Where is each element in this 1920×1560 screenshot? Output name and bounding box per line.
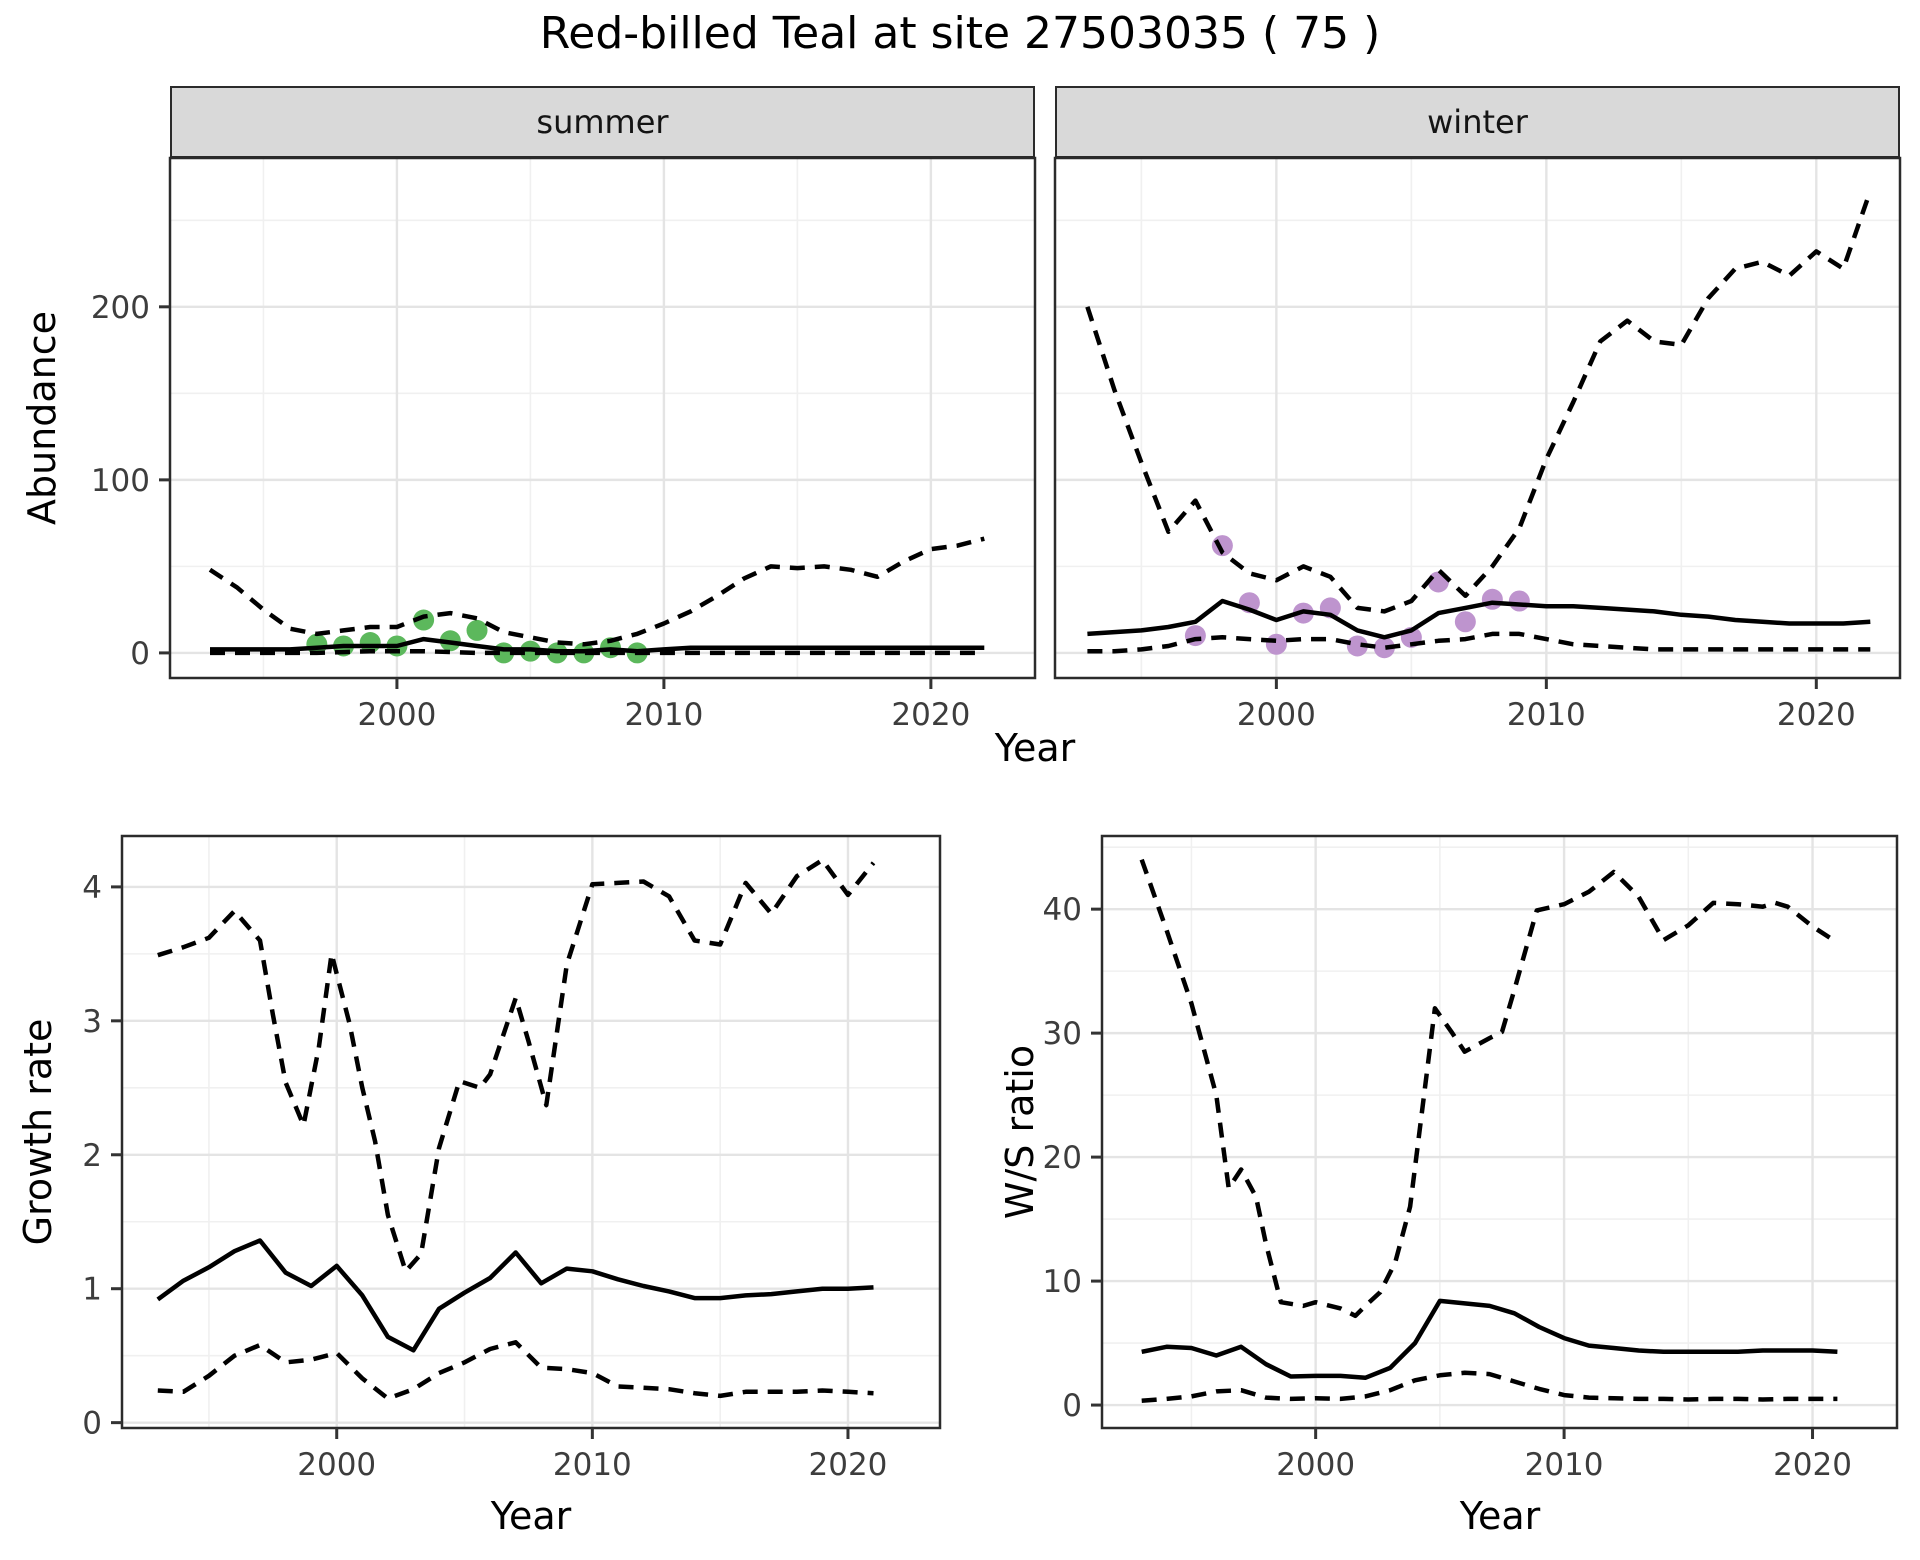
abundance-summer-panel-border: [168, 156, 1037, 680]
data-point: [1508, 590, 1530, 612]
x-axis-title-year-top: Year: [994, 726, 1076, 770]
data-point: [413, 609, 435, 631]
abundance-summer-panel-bg: [170, 158, 1035, 678]
abundance-summer-median-line: [210, 636, 985, 654]
x-tick-label: 2000: [297, 1447, 376, 1483]
y-tick-label: 3: [82, 1004, 102, 1040]
facet-strip-summer: summer: [170, 86, 1035, 158]
growth-rate-upper_ci-line: [157, 857, 876, 1274]
growth-rate-lower_ci-line: [157, 1340, 874, 1401]
x-tick-label: 2010: [624, 697, 703, 733]
y-tick-label: 20: [1043, 1140, 1082, 1176]
ws-ratio-panel-bg: [1102, 836, 1897, 1428]
y-tick-label: 0: [82, 1406, 102, 1442]
abundance-winter-panel-bg: [1055, 158, 1900, 678]
abundance-summer-panel: 2000 2010 2020 0 100 200: [91, 156, 1037, 733]
x-axis-title-year-growth: Year: [490, 1494, 572, 1538]
data-point: [1454, 611, 1476, 633]
growth-rate-panel-border: [120, 834, 942, 1430]
x-tick-label: 2010: [553, 1447, 632, 1483]
y-tick-label: 0: [1062, 1388, 1082, 1424]
data-point: [1346, 635, 1368, 657]
data-point: [1373, 637, 1395, 659]
data-point: [1481, 588, 1503, 610]
y-tick-label: 200: [91, 290, 150, 326]
abundance-winter-lower_ci-line: [1087, 631, 1871, 654]
y-axis-title-ws-ratio: W/S ratio: [998, 1044, 1042, 1220]
data-point: [466, 619, 488, 641]
x-tick-label: 2020: [1777, 697, 1856, 733]
growth-rate-median-line: [156, 1238, 874, 1353]
x-tick-label: 2000: [357, 697, 436, 733]
growth-rate-panel-bg: [122, 836, 940, 1428]
x-tick-label: 2010: [1507, 697, 1586, 733]
abundance-winter-panel-border: [1053, 156, 1902, 680]
abundance-winter-median-line: [1087, 598, 1871, 640]
ws-ratio-panel-border: [1100, 834, 1899, 1430]
y-tick-label: 30: [1043, 1016, 1082, 1052]
ws-ratio-median-line: [1141, 1298, 1838, 1381]
y-tick-label: 1: [82, 1272, 102, 1308]
y-tick-label: 40: [1043, 892, 1082, 928]
x-tick-label: 2010: [1525, 1447, 1604, 1483]
abundance-summer-lower_ci-line: [210, 648, 985, 656]
x-tick-label: 2000: [1237, 697, 1316, 733]
y-tick-label: 2: [82, 1138, 102, 1174]
facet-strip-winter: winter: [1055, 86, 1900, 158]
y-tick-label: 4: [82, 870, 102, 906]
growth-rate-panel: 2000 2010 2020 0 1 2 3 4: [82, 834, 942, 1483]
y-tick-label: 100: [91, 463, 150, 499]
y-axis-title-growth-rate: Growth rate: [16, 1018, 60, 1246]
x-tick-label: 2020: [809, 1447, 888, 1483]
y-axis-title-abundance: Abundance: [20, 310, 64, 526]
x-tick-label: 2020: [1773, 1447, 1852, 1483]
x-axis-title-year-ws: Year: [1459, 1494, 1541, 1538]
data-point: [1265, 633, 1287, 655]
ws-ratio-panel: 2000 2010 2020 0 10 20 30 40: [1043, 834, 1899, 1483]
abundance-winter-panel: 2000 2010 2020: [1053, 156, 1902, 733]
y-tick-label: 10: [1043, 1264, 1082, 1300]
plot-title: Red-billed Teal at site 27503035 ( 75 ): [539, 8, 1381, 59]
ws-ratio-upper_ci-line: [1139, 858, 1839, 1319]
abundance-winter-upper_ci-line: [1085, 190, 1873, 614]
x-tick-label: 2020: [891, 697, 970, 733]
ws-ratio-lower_ci-line: [1141, 1370, 1838, 1403]
abundance-summer-upper_ci-line: [208, 536, 985, 647]
x-tick-label: 2000: [1276, 1447, 1355, 1483]
y-tick-label: 0: [130, 636, 150, 672]
